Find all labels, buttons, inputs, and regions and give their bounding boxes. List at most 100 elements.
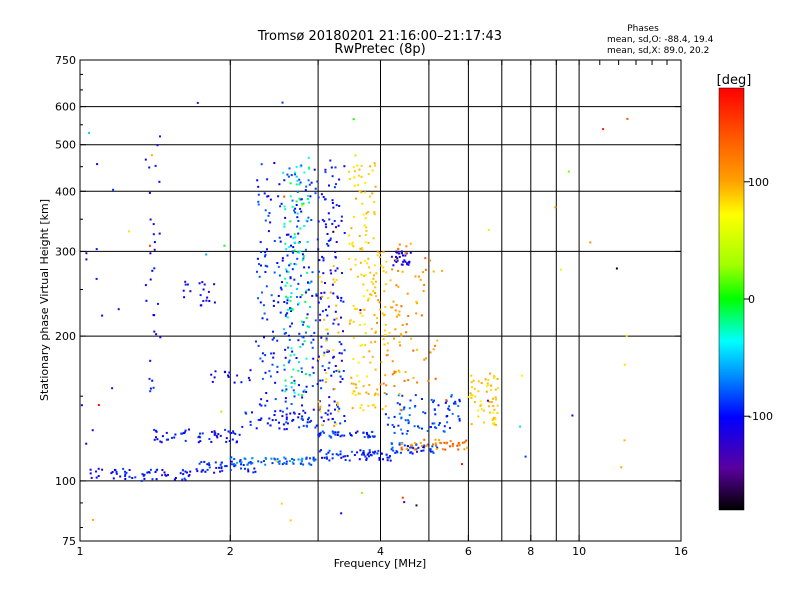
echo-point (276, 371, 279, 374)
echo-point (337, 410, 340, 413)
echo-point (524, 455, 527, 458)
echo-point (352, 245, 355, 248)
echo-point (432, 451, 435, 454)
echo-point (298, 178, 301, 181)
echo-point (484, 378, 487, 381)
echo-point (305, 289, 308, 292)
echo-point (291, 322, 293, 325)
echo-point (320, 292, 323, 295)
echo-point (300, 459, 303, 462)
echo-point (292, 462, 295, 465)
echo-point (272, 330, 274, 333)
echo-point (306, 421, 309, 424)
echo-point (420, 314, 423, 317)
echo-point (309, 195, 312, 198)
echo-point (198, 282, 201, 285)
echo-point (283, 462, 286, 465)
echo-point (388, 456, 391, 459)
echo-point (374, 406, 377, 409)
echo-point (271, 419, 274, 422)
echo-point (301, 370, 303, 373)
echo-point (122, 467, 125, 470)
echo-point (214, 461, 217, 464)
echo-point (305, 219, 308, 222)
echo-point (302, 323, 304, 326)
echo-point (358, 380, 360, 383)
echo-point (184, 283, 187, 286)
echo-point (331, 457, 334, 460)
echo-point (401, 448, 404, 451)
echo-point (480, 382, 483, 384)
echo-point (402, 408, 405, 411)
echo-point (128, 475, 131, 478)
echo-point (334, 251, 337, 253)
echo-point (333, 370, 335, 373)
y-tick-label: 500 (55, 139, 76, 152)
echo-point (251, 411, 253, 414)
echo-point (246, 463, 249, 466)
echo-point (321, 456, 323, 459)
echo-point (384, 405, 387, 408)
echo-point (292, 368, 295, 371)
echo-point (301, 415, 304, 418)
echo-point (434, 443, 437, 446)
echo-point (213, 376, 216, 379)
echo-point (143, 473, 146, 476)
echo-point (406, 445, 409, 447)
echo-point (233, 458, 236, 460)
echo-point (287, 346, 290, 349)
echo-point (367, 241, 370, 244)
echo-point (296, 216, 299, 219)
echo-point (410, 443, 413, 446)
echo-point (213, 301, 216, 304)
echo-point (323, 369, 326, 371)
echo-point (424, 268, 427, 271)
echo-point (389, 455, 391, 457)
echo-point (497, 387, 500, 389)
echo-point (184, 429, 187, 432)
echo-point (415, 504, 418, 507)
echo-point (391, 306, 394, 309)
echo-point (277, 265, 280, 268)
echo-point (220, 466, 223, 468)
echo-point (159, 440, 162, 443)
echo-point (286, 299, 289, 302)
echo-point (341, 272, 343, 274)
echo-point (490, 401, 493, 403)
echo-point (424, 412, 427, 415)
echo-point (394, 451, 397, 454)
echo-point (457, 448, 460, 451)
echo-point (279, 286, 282, 289)
echo-point (277, 301, 280, 304)
echo-point (208, 464, 211, 466)
echo-point (284, 331, 287, 334)
echo-point (382, 270, 385, 273)
echo-point (273, 337, 275, 339)
echo-point (396, 251, 399, 254)
echo-point (229, 457, 232, 460)
echo-point (201, 281, 204, 284)
echo-point (318, 450, 321, 453)
echo-point (184, 470, 187, 473)
echo-point (360, 344, 363, 346)
echo-point (393, 415, 396, 418)
echo-point (96, 163, 99, 166)
echo-point (227, 430, 230, 433)
y-tick-label: 400 (55, 185, 76, 198)
echo-point (254, 470, 257, 473)
echo-point (141, 473, 144, 476)
echo-point (306, 313, 309, 316)
echo-point (434, 344, 436, 347)
y-tick-label: 750 (55, 54, 76, 67)
echo-point (115, 471, 118, 473)
echo-point (395, 450, 398, 453)
echo-point (336, 434, 339, 436)
echo-point (321, 218, 324, 221)
echo-point (285, 248, 288, 251)
echo-point (451, 445, 454, 448)
echo-point (377, 449, 380, 452)
echo-point (419, 441, 422, 444)
echo-point (362, 295, 365, 298)
echo-point (299, 165, 302, 168)
echo-point (434, 438, 437, 441)
